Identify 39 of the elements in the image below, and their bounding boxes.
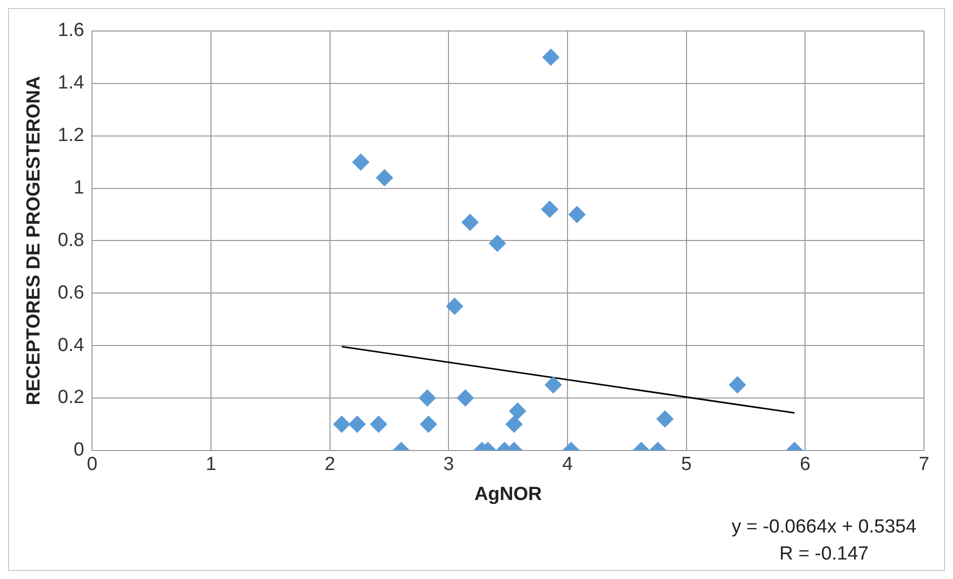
point xyxy=(728,376,746,394)
point xyxy=(418,389,436,406)
y-tick-label: 1.6 xyxy=(58,20,84,42)
y-tick-label: 0 xyxy=(74,440,84,461)
x-tick-label: 1 xyxy=(206,454,216,476)
point xyxy=(370,416,388,433)
point xyxy=(462,214,479,231)
point xyxy=(352,154,370,171)
y-tick-label: 0.8 xyxy=(58,230,84,251)
y-tick-label: 0.4 xyxy=(58,334,85,356)
point xyxy=(542,48,560,66)
point xyxy=(506,416,523,433)
y-tick-label: 1.2 xyxy=(58,125,84,146)
point xyxy=(544,376,562,394)
point xyxy=(446,298,464,315)
x-tick-label: 7 xyxy=(918,454,930,476)
point xyxy=(541,200,558,218)
point xyxy=(568,206,586,223)
y-tick-label: 1.4 xyxy=(58,72,85,94)
text: y = -0.0664x + 0.5354 xyxy=(732,516,917,538)
point xyxy=(333,416,350,433)
x-tick-label: 3 xyxy=(443,454,454,476)
y-axis-title: RECEPTORES DE PROGESTERONA xyxy=(24,76,45,406)
text: R = -0.147 xyxy=(779,543,869,564)
point xyxy=(456,389,474,406)
y-tick-label: 0.2 xyxy=(58,387,84,408)
x-tick-label: 4 xyxy=(562,454,574,476)
x-tick-label: 2 xyxy=(324,454,336,476)
point xyxy=(509,402,526,420)
point xyxy=(376,169,394,186)
y-tick-label: 1 xyxy=(74,178,84,199)
point xyxy=(488,234,506,252)
x-axis-title: AgNOR xyxy=(474,484,542,505)
x-tick-label: 5 xyxy=(681,454,692,476)
point xyxy=(656,410,674,428)
point xyxy=(348,416,366,433)
x-tick-label: 6 xyxy=(800,454,810,476)
y-tick-label: 0.6 xyxy=(58,282,84,304)
point xyxy=(420,416,437,433)
